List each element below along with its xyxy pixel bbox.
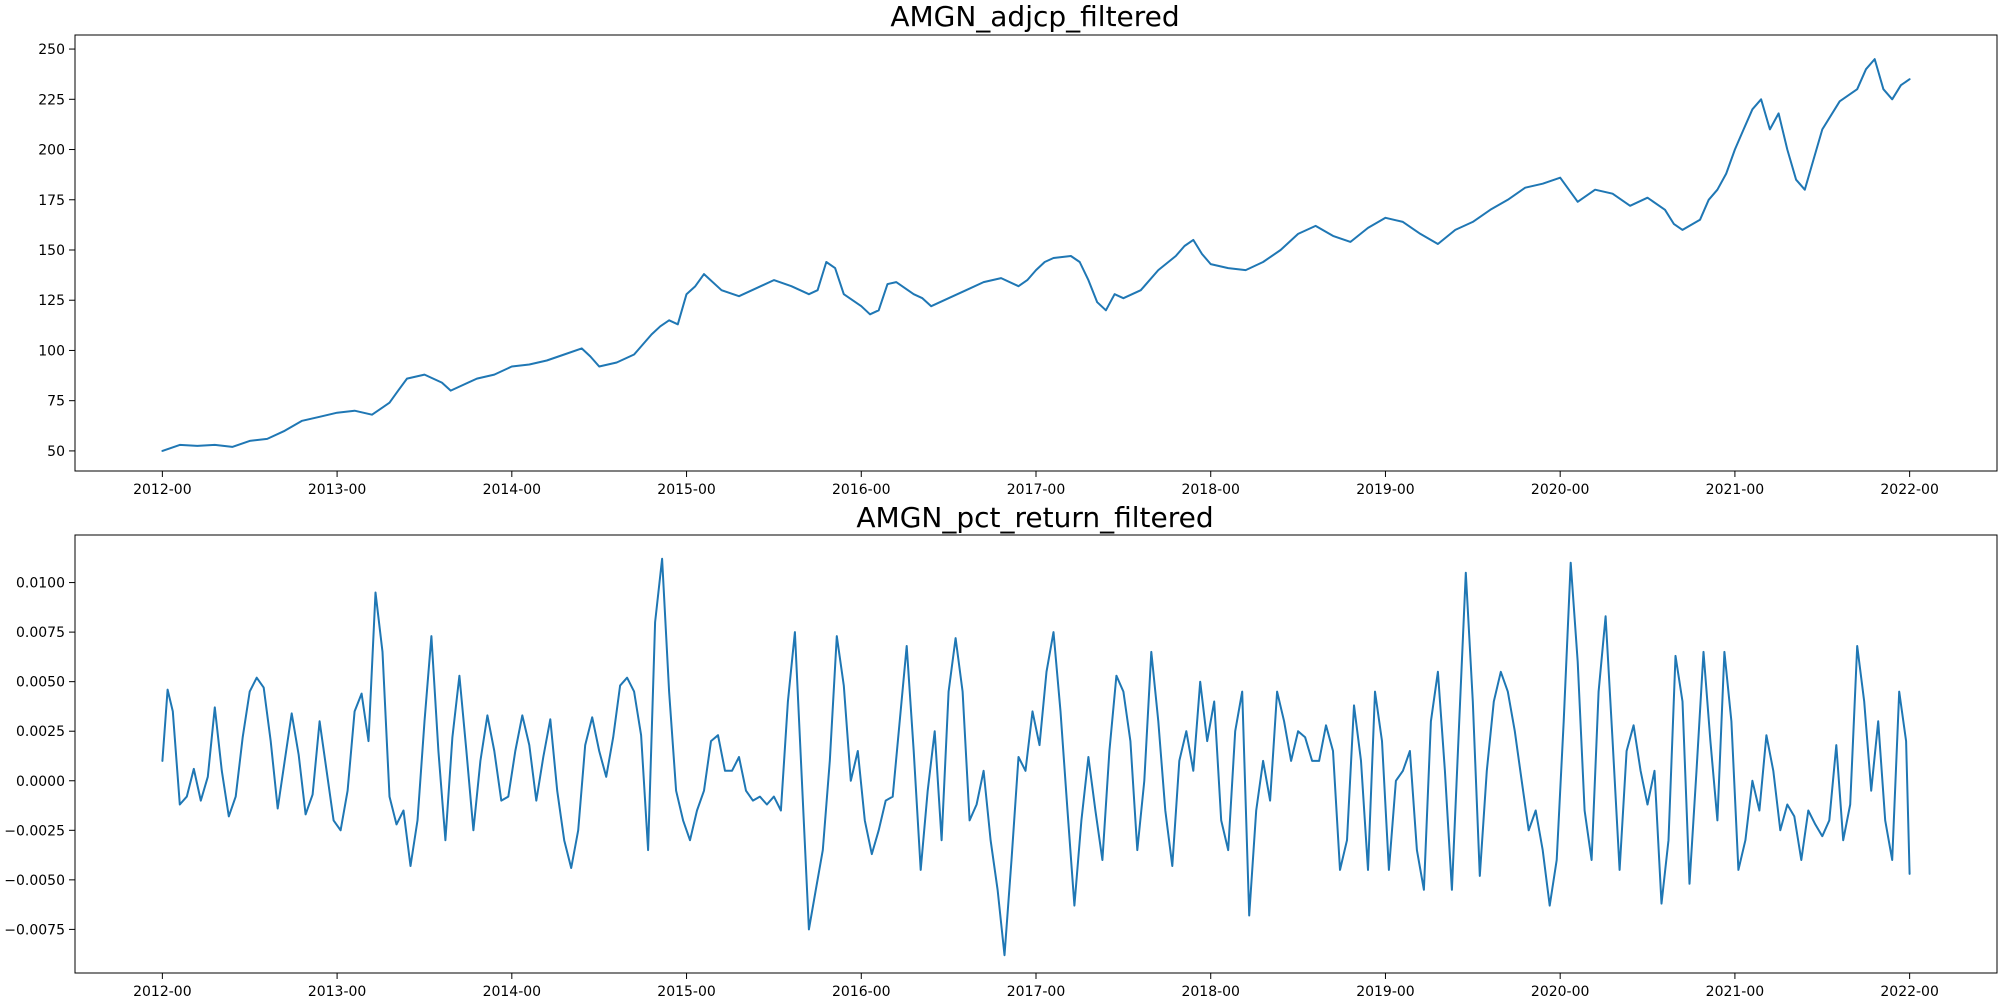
chart-bottom-x-tick-label: 2016-00	[832, 984, 891, 1000]
chart-top-x-ticks: 2012-00 2013-00 2014-00 2015-00 2016-00 2017-…	[133, 471, 1939, 498]
chart-bottom-x-tick-label: 2019-00	[1356, 984, 1415, 1000]
chart-bottom-y-tick-label: −0.0050	[4, 873, 65, 889]
chart-top-y-tick-label: 50	[47, 444, 65, 460]
chart-top-y-tick-label: 250	[38, 42, 65, 58]
chart-top-y-ticks: 50 75 100 125 150 175 200 225 250	[38, 42, 75, 460]
chart-bottom-x-tick-label: 2015-00	[657, 984, 716, 1000]
chart-top-x-tick-label: 2020-00	[1531, 482, 1590, 498]
chart-bottom-y-ticks: −0.0075 −0.0050 −0.0025 0.0000 0.0025 0.0050 0…	[4, 576, 75, 938]
chart-bottom-series-line	[161, 557, 1911, 957]
chart-bottom-x-tick-label: 2022-00	[1880, 984, 1939, 1000]
chart-top-x-tick-label: 2016-00	[832, 482, 891, 498]
chart-bottom-y-tick-label: 0.0100	[16, 576, 65, 592]
chart-bottom-x-tick-label: 2012-00	[133, 984, 192, 1000]
chart-top-x-tick-label: 2012-00	[133, 482, 192, 498]
chart-bottom-y-tick-label: 0.0000	[16, 774, 65, 790]
chart-top-y-tick-label: 100	[38, 343, 65, 359]
chart-top-x-tick-label: 2014-00	[483, 482, 542, 498]
chart-bottom-y-tick-label: 0.0050	[16, 675, 65, 691]
chart-top-y-tick-label: 150	[38, 243, 65, 259]
chart-top-series-line	[161, 58, 1911, 452]
chart-top-x-tick-label: 2019-00	[1356, 482, 1415, 498]
chart-bottom-x-tick-label: 2013-00	[308, 984, 367, 1000]
chart-bottom-x-tick-label: 2014-00	[483, 984, 542, 1000]
chart-bottom-y-tick-label: 0.0075	[16, 625, 65, 641]
chart-top-y-tick-label: 75	[47, 394, 65, 410]
chart-bottom-y-tick-label: −0.0025	[4, 823, 65, 839]
chart-top-y-tick-label: 125	[38, 293, 65, 309]
chart-top-y-tick-label: 225	[38, 92, 65, 108]
chart-top-x-tick-label: 2022-00	[1880, 482, 1939, 498]
chart-bottom-x-ticks: 2012-00 2013-00 2014-00 2015-00 2016-00 2017-…	[133, 973, 1939, 1000]
chart-bottom-x-tick-label: 2020-00	[1531, 984, 1590, 1000]
chart-bottom: AMGN_pct_return_filtered 2012-00 2013-00 2…	[4, 501, 1998, 1000]
chart-top-x-tick-label: 2021-00	[1706, 482, 1765, 498]
chart-top-title: AMGN_adjcp_filtered	[890, 0, 1179, 33]
chart-top-y-tick-label: 175	[38, 193, 65, 209]
chart-bottom-title: AMGN_pct_return_filtered	[856, 501, 1213, 534]
chart-bottom-y-tick-label: −0.0075	[4, 922, 65, 938]
chart-bottom-y-tick-label: 0.0025	[16, 724, 65, 740]
chart-top-x-tick-label: 2015-00	[657, 482, 716, 498]
chart-bottom-x-tick-label: 2021-00	[1706, 984, 1765, 1000]
chart-top: AMGN_adjcp_filtered 2012-00 2013-00 2014-0…	[38, 0, 1998, 498]
chart-bottom-x-tick-label: 2018-00	[1181, 984, 1240, 1000]
chart-top-x-tick-label: 2017-00	[1007, 482, 1066, 498]
chart-top-y-tick-label: 200	[38, 143, 65, 159]
chart-bottom-x-tick-label: 2017-00	[1007, 984, 1066, 1000]
chart-top-x-tick-label: 2018-00	[1181, 482, 1240, 498]
chart-top-x-tick-label: 2013-00	[308, 482, 367, 498]
